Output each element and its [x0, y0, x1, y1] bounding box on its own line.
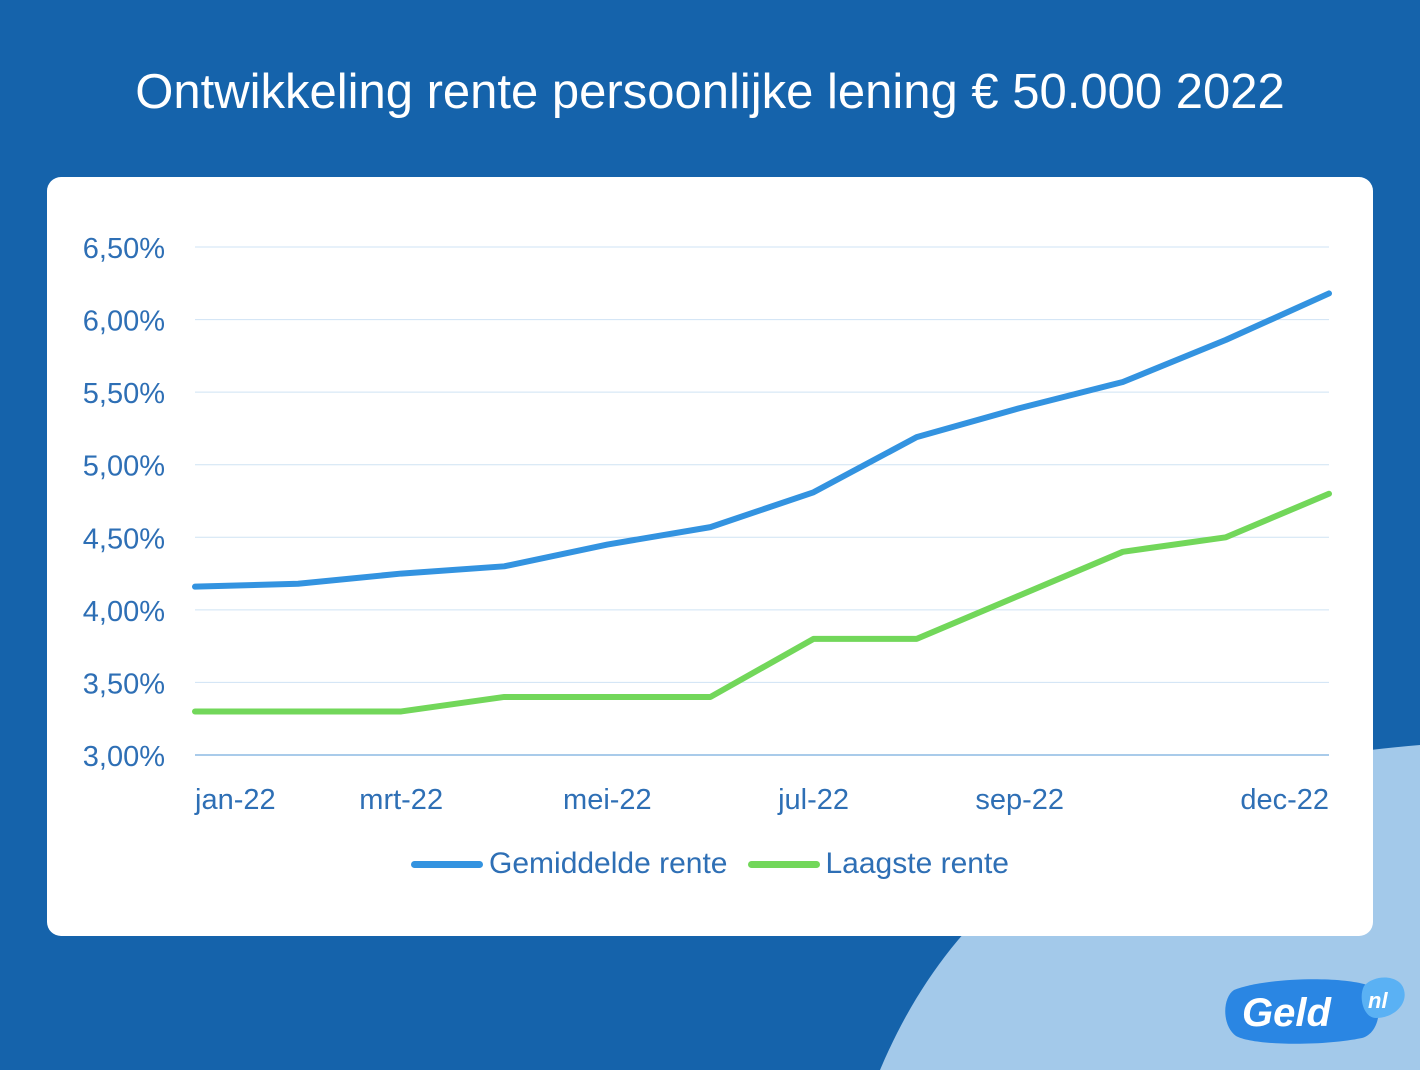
- legend-swatch: [747, 860, 820, 868]
- x-tick-label: jan-22: [194, 784, 276, 816]
- series-line-1: [192, 490, 1332, 715]
- logo-suffix-text: nl: [1368, 988, 1388, 1013]
- geld-nl-logo: Geld nl: [1225, 977, 1405, 1044]
- legend-item-1: Laagste rente: [747, 847, 1009, 881]
- x-tick-label: mei-22: [563, 784, 652, 816]
- y-tick-label: 4,00%: [83, 596, 165, 628]
- y-tick-label: 3,50%: [83, 668, 165, 700]
- legend-label: Gemiddelde rente: [489, 847, 728, 880]
- chart-title: Ontwikkeling rente persoonlijke lening €…: [135, 65, 1285, 119]
- y-tick-label: 6,00%: [83, 306, 165, 338]
- x-tick-label: sep-22: [975, 784, 1064, 816]
- x-tick-label: mrt-22: [359, 784, 443, 816]
- legend-item-0: Gemiddelde rente: [411, 847, 728, 881]
- y-tick-label: 5,50%: [83, 378, 165, 410]
- x-tick-label: jul-22: [777, 784, 849, 816]
- series-line-0: [192, 290, 1332, 590]
- y-tick-label: 5,00%: [83, 451, 165, 483]
- logo-main-text: Geld: [1242, 991, 1332, 1035]
- chart-legend: Gemiddelde rente Laagste rente: [47, 847, 1373, 881]
- y-tick-label: 4,50%: [83, 523, 165, 555]
- chart-card: 3,00% 3,50% 4,00% 4,50% 5,00% 5,50% 6,00% 6,50%…: [47, 177, 1373, 936]
- line-chart: 3,00% 3,50% 4,00% 4,50% 5,00% 5,50% 6,00% 6,50%…: [83, 233, 1332, 816]
- x-tick-label: dec-22: [1240, 784, 1329, 816]
- legend-swatch: [411, 860, 484, 868]
- y-tick-label: 3,00%: [83, 741, 165, 773]
- legend-label: Laagste rente: [825, 847, 1009, 880]
- y-tick-label: 6,50%: [83, 233, 165, 265]
